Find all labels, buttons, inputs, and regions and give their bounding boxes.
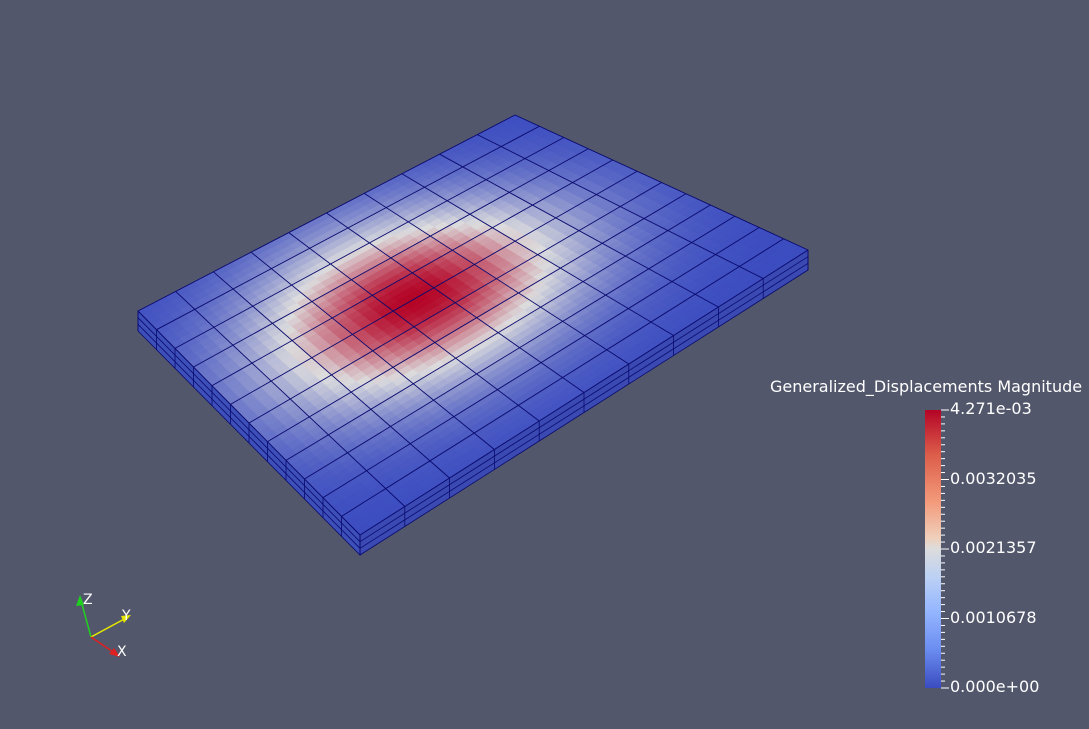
scalar-bar-tick-label: 0.0032035 <box>950 469 1037 488</box>
mesh-edge <box>288 232 540 422</box>
scalar-bar-min-label: 0.000e+00 <box>950 677 1040 696</box>
plate-sides <box>137 249 809 556</box>
mesh-edge <box>213 271 450 479</box>
x-axis-arrow <box>109 648 120 657</box>
orientation-axes-widget[interactable]: Z Y X <box>76 592 131 660</box>
mesh-edge <box>401 173 674 336</box>
scalar-bar-title: Generalized_Displacements Magnitude <box>770 377 1083 396</box>
mesh-edge <box>175 291 406 507</box>
mesh-edge <box>439 153 719 308</box>
scalar-bar-tick-label: 0.0021357 <box>950 538 1037 557</box>
x-axis-label: X <box>117 644 127 660</box>
y-axis-label: Y <box>121 608 131 624</box>
y-axis-line <box>90 616 129 638</box>
scalar-bar-tick-label: 0.0010678 <box>950 608 1037 627</box>
scalar-bar[interactable] <box>925 410 941 688</box>
mesh-edge <box>137 310 361 536</box>
mesh-edge <box>514 114 809 251</box>
z-axis-label: Z <box>83 592 93 608</box>
mesh-edge <box>477 134 764 279</box>
z-axis-arrow <box>76 595 84 606</box>
scalar-bar-ticks <box>941 409 949 689</box>
mesh-grid-lines <box>137 114 809 536</box>
mesh-edge <box>363 193 630 365</box>
mesh-edge <box>250 251 495 450</box>
y-axis-arrow <box>121 615 131 623</box>
mesh-edge <box>326 212 585 393</box>
scalar-bar-max-label: 4.271e-03 <box>950 399 1032 418</box>
